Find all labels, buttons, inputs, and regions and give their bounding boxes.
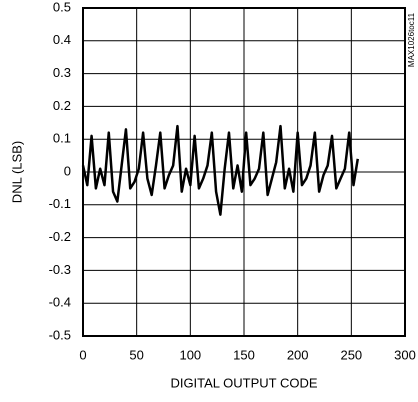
x-tick-label: 150 (233, 347, 255, 362)
y-tick-label: 0.1 (53, 131, 71, 146)
x-tick-label: 200 (287, 347, 309, 362)
x-tick-label: 50 (129, 347, 143, 362)
y-tick-label: -0.1 (49, 196, 71, 211)
y-tick-label: -0.4 (49, 295, 71, 310)
y-tick-label: 0.5 (53, 0, 71, 14)
annotation: MAX1026toc11 (407, 12, 416, 67)
y-tick-label: 0 (64, 163, 71, 178)
x-tick-label: 250 (340, 347, 362, 362)
y-axis-label: DNL (LSB) (9, 141, 24, 203)
y-tick-label: 0.4 (53, 32, 71, 47)
x-tick-label: 300 (394, 347, 416, 362)
y-tick-label: -0.5 (49, 327, 71, 342)
y-tick-label: -0.3 (49, 262, 71, 277)
y-tick-label: -0.2 (49, 229, 71, 244)
y-tick-label: 0.2 (53, 98, 71, 113)
x-tick-label: 100 (179, 347, 201, 362)
x-axis-label: DIGITAL OUTPUT CODE (170, 375, 317, 390)
data-line (81, 124, 360, 216)
x-tick-label: 0 (79, 347, 86, 362)
plot-frame (82, 7, 406, 337)
y-tick-label: 0.3 (53, 65, 71, 80)
